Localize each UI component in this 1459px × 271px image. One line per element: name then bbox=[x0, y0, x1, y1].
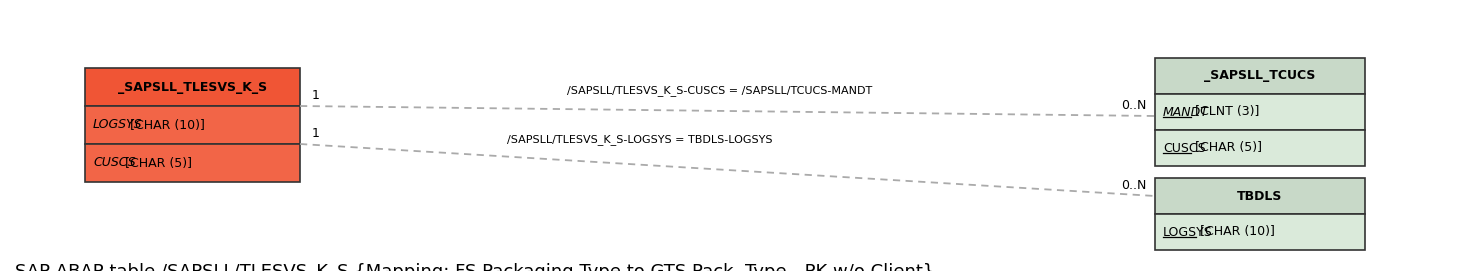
Text: LOGSYS: LOGSYS bbox=[1163, 225, 1212, 238]
Text: LOGSYS: LOGSYS bbox=[93, 118, 143, 131]
Bar bbox=[1156, 178, 1366, 214]
Text: /SAPSLL/TLESVS_K_S-LOGSYS = TBDLS-LOGSYS: /SAPSLL/TLESVS_K_S-LOGSYS = TBDLS-LOGSYS bbox=[508, 134, 773, 145]
Text: TBDLS: TBDLS bbox=[1237, 189, 1282, 202]
Text: 1: 1 bbox=[312, 127, 320, 140]
Text: 0..N: 0..N bbox=[1122, 179, 1147, 192]
Text: CUSCS: CUSCS bbox=[1163, 141, 1205, 154]
Bar bbox=[1156, 58, 1366, 94]
Bar bbox=[85, 68, 301, 106]
Bar bbox=[85, 144, 301, 182]
Bar bbox=[85, 106, 301, 144]
Text: _SAPSLL_TCUCS: _SAPSLL_TCUCS bbox=[1204, 69, 1316, 82]
Text: [CHAR (10)]: [CHAR (10)] bbox=[1196, 225, 1275, 238]
Text: [CLNT (3)]: [CLNT (3)] bbox=[1191, 105, 1259, 118]
Text: _SAPSLL_TLESVS_K_S: _SAPSLL_TLESVS_K_S bbox=[118, 80, 267, 93]
Text: SAP ABAP table /SAPSLL/TLESVS_K_S {Mapping: FS Packaging Type to GTS Pack. Type : SAP ABAP table /SAPSLL/TLESVS_K_S {Mappi… bbox=[15, 263, 934, 271]
Bar bbox=[1156, 94, 1366, 130]
Text: [CHAR (10)]: [CHAR (10)] bbox=[127, 118, 206, 131]
Text: [CHAR (5)]: [CHAR (5)] bbox=[1191, 141, 1262, 154]
Text: MANDT: MANDT bbox=[1163, 105, 1210, 118]
Bar bbox=[1156, 130, 1366, 166]
Bar bbox=[1156, 214, 1366, 250]
Text: /SAPSLL/TLESVS_K_S-CUSCS = /SAPSLL/TCUCS-MANDT: /SAPSLL/TLESVS_K_S-CUSCS = /SAPSLL/TCUCS… bbox=[568, 85, 872, 96]
Text: 1: 1 bbox=[312, 89, 320, 102]
Text: [CHAR (5)]: [CHAR (5)] bbox=[121, 156, 193, 169]
Text: CUSCS: CUSCS bbox=[93, 156, 136, 169]
Text: 0..N: 0..N bbox=[1122, 99, 1147, 112]
